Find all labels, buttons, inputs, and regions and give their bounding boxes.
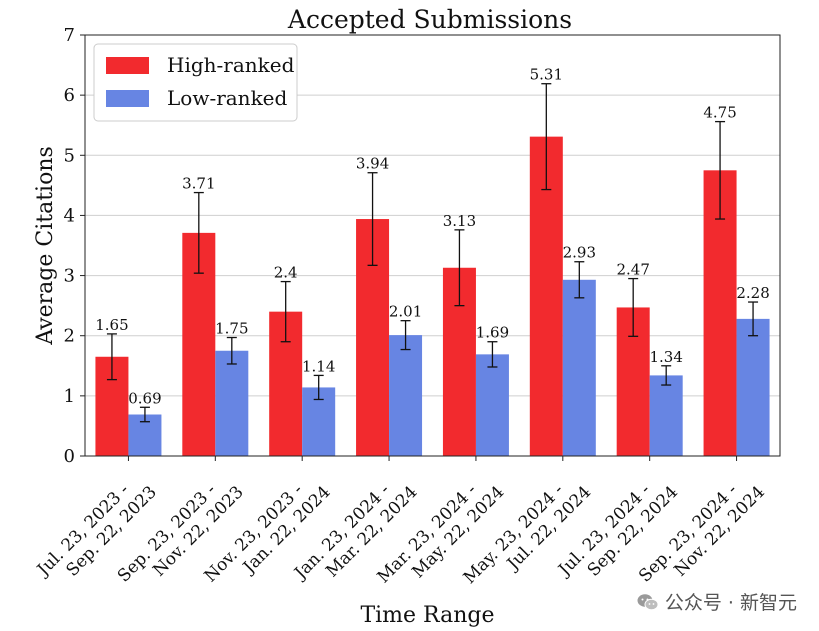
value-labels-group: 1.65 3.71 2.4 3.94 3.13 5.31 2.47 4.75 0.69 1.75 1…	[95, 66, 770, 408]
data-label: 4.75	[703, 104, 736, 122]
legend-label: Low-ranked	[167, 86, 288, 110]
legend-swatch	[106, 90, 149, 107]
data-label: 1.34	[649, 348, 682, 366]
y-tick-label: 3	[64, 266, 75, 287]
bar-low-ranked-7	[649, 375, 683, 456]
data-label: 1.75	[215, 320, 248, 338]
bar-low-ranked-5	[475, 354, 509, 456]
x-tick-label: Jan. 23, 2024 -Mar. 22, 2024	[290, 467, 422, 599]
data-label: 1.14	[302, 357, 335, 375]
plot-frame	[84, 34, 781, 457]
data-label: 3.94	[356, 155, 389, 173]
data-label: 2.93	[563, 244, 596, 262]
data-label: 3.13	[443, 212, 476, 230]
legend-swatch	[106, 57, 149, 74]
bars-group	[95, 136, 770, 457]
bar-low-ranked-6	[562, 279, 596, 456]
data-label: 2.01	[389, 303, 422, 321]
x-tick-label: Mar. 23, 2024 -May. 22, 2024	[374, 467, 509, 602]
y-tick-label: 2	[64, 326, 75, 347]
bar-low-ranked-8	[736, 318, 770, 456]
y-tick-label: 7	[64, 25, 75, 46]
x-tick-label: Jul. 23, 2023 -Sep. 22, 2023	[32, 467, 161, 596]
data-label: 3.71	[182, 175, 215, 193]
data-label: 0.69	[128, 389, 161, 407]
bar-low-ranked-2	[215, 350, 249, 456]
bar-low-ranked-4	[389, 335, 423, 456]
y-tick-label: 0	[64, 446, 75, 467]
y-tick-label: 1	[64, 386, 75, 407]
legend-label: High-ranked	[167, 53, 295, 77]
data-label: 1.69	[476, 324, 509, 342]
wechat-icon	[637, 593, 659, 611]
data-label: 2.47	[616, 261, 649, 279]
x-tick-label: Nov. 23, 2023 -Jan. 22, 2024	[201, 467, 335, 601]
x-axis-label: Time Range	[360, 603, 494, 628]
data-label: 2.28	[736, 284, 769, 302]
error-bars-group	[106, 83, 759, 423]
data-label: 1.65	[95, 316, 128, 334]
y-tick-label: 5	[64, 145, 75, 166]
chart-title: Accepted Submissions	[287, 5, 572, 34]
y-tick-label: 4	[64, 205, 75, 226]
y-tick-label: 6	[64, 85, 75, 106]
data-label: 2.4	[274, 264, 298, 282]
watermark: 公众号 · 新智元	[637, 588, 797, 615]
watermark-text: 公众号 · 新智元	[664, 592, 797, 614]
x-tick-label: Jul. 23, 2024 -Sep. 22, 2024	[553, 467, 682, 596]
data-label: 5.31	[530, 66, 563, 84]
y-axis-label: Average Citations	[33, 146, 58, 346]
legend: High-ranked Low-ranked	[93, 43, 298, 122]
x-tick-label: May. 23, 2024 -Jul. 22, 2024	[460, 467, 595, 602]
y-axis: 0 1 2 3 4 5 6 7	[64, 25, 85, 467]
x-tick-label: Sep. 23, 2023 -Nov. 22, 2023	[114, 467, 248, 601]
x-tick-label: Sep. 23, 2024 -Nov. 22, 2024	[635, 467, 769, 601]
